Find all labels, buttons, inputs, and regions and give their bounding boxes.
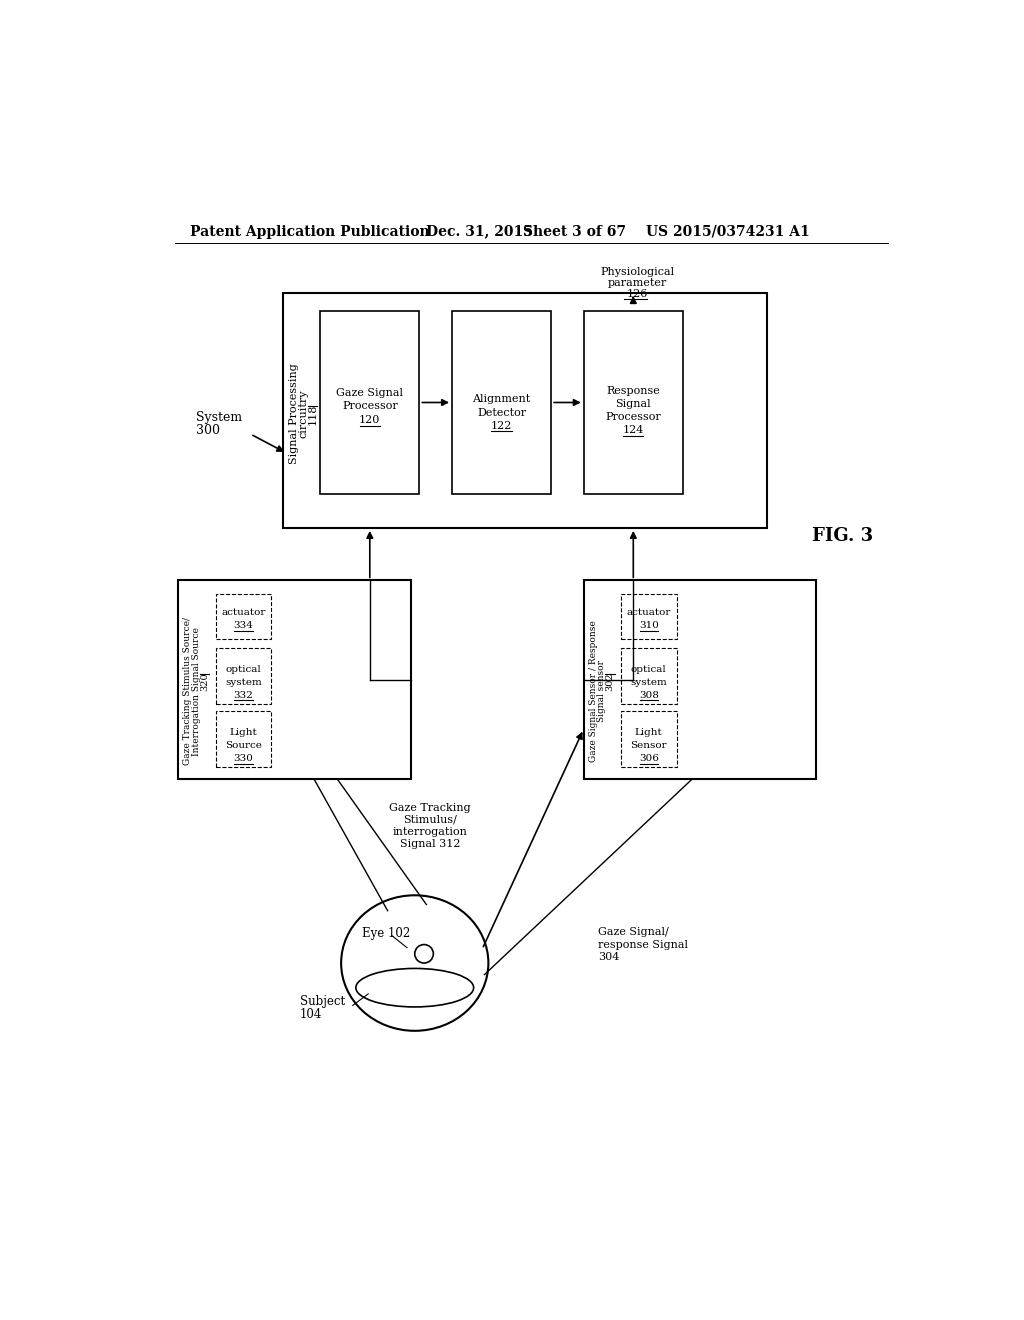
- Text: response Signal: response Signal: [598, 940, 688, 949]
- Text: Light: Light: [635, 729, 663, 738]
- Bar: [584, 581, 816, 779]
- Bar: [283, 293, 767, 528]
- Text: 122: 122: [490, 421, 512, 430]
- Text: Detector: Detector: [477, 408, 526, 417]
- Text: system: system: [631, 678, 668, 688]
- Text: Response: Response: [606, 385, 660, 396]
- Text: 334: 334: [233, 622, 253, 630]
- Bar: [621, 648, 677, 704]
- Text: circuitry: circuitry: [298, 389, 308, 438]
- Text: Gaze Signal Sensor / Response: Gaze Signal Sensor / Response: [589, 620, 597, 762]
- Text: optical: optical: [631, 665, 667, 675]
- Text: 308: 308: [639, 690, 658, 700]
- Text: 120: 120: [359, 416, 381, 425]
- Text: 332: 332: [233, 690, 253, 700]
- Text: Light: Light: [229, 729, 257, 738]
- Text: Signal 312: Signal 312: [400, 840, 461, 850]
- Text: Sheet 3 of 67: Sheet 3 of 67: [523, 224, 627, 239]
- Text: Interrogation Signal Source: Interrogation Signal Source: [191, 627, 201, 755]
- Text: US 2015/0374231 A1: US 2015/0374231 A1: [646, 224, 809, 239]
- Text: 126: 126: [627, 289, 648, 298]
- Text: FIG. 3: FIG. 3: [812, 527, 872, 545]
- Ellipse shape: [341, 895, 488, 1031]
- Text: Physiological: Physiological: [600, 268, 674, 277]
- Text: Signal Processing: Signal Processing: [289, 364, 299, 465]
- Ellipse shape: [356, 969, 474, 1007]
- Text: optical: optical: [225, 665, 261, 675]
- Bar: [584, 312, 683, 494]
- Text: 306: 306: [639, 754, 658, 763]
- Text: Eye 102: Eye 102: [362, 927, 411, 940]
- Bar: [621, 711, 677, 767]
- Text: Processor: Processor: [342, 401, 397, 412]
- Text: Subject: Subject: [300, 995, 345, 1008]
- Text: system: system: [225, 678, 262, 688]
- Text: Alignment: Alignment: [472, 393, 530, 404]
- Text: Dec. 31, 2015: Dec. 31, 2015: [426, 224, 534, 239]
- Text: 320: 320: [201, 672, 209, 690]
- Text: 300: 300: [197, 424, 220, 437]
- Text: 330: 330: [233, 754, 253, 763]
- Text: Signal sensor: Signal sensor: [597, 660, 606, 722]
- Bar: [216, 594, 271, 639]
- Text: 310: 310: [639, 622, 658, 630]
- Bar: [216, 711, 271, 767]
- Text: Source: Source: [225, 742, 262, 750]
- Ellipse shape: [415, 945, 433, 964]
- Text: interrogation: interrogation: [393, 828, 468, 837]
- Bar: [178, 581, 411, 779]
- Text: Gaze Tracking Stimulus Source/: Gaze Tracking Stimulus Source/: [183, 618, 193, 766]
- Bar: [621, 594, 677, 639]
- Text: Gaze Signal/: Gaze Signal/: [598, 927, 669, 937]
- Text: Signal: Signal: [615, 399, 651, 409]
- Text: 118: 118: [307, 404, 317, 425]
- Text: Patent Application Publication: Patent Application Publication: [190, 224, 430, 239]
- Text: Gaze Tracking: Gaze Tracking: [389, 803, 471, 813]
- Text: Stimulus/: Stimulus/: [403, 814, 457, 825]
- Text: actuator: actuator: [627, 609, 671, 618]
- Text: 302: 302: [605, 672, 614, 690]
- Text: parameter: parameter: [607, 279, 667, 288]
- Bar: [216, 648, 271, 704]
- Text: 124: 124: [623, 425, 644, 436]
- Text: 104: 104: [300, 1008, 323, 1022]
- Text: 304: 304: [598, 952, 620, 962]
- Bar: [321, 312, 420, 494]
- Text: actuator: actuator: [221, 609, 265, 618]
- Text: System: System: [197, 412, 243, 425]
- Text: Sensor: Sensor: [631, 742, 667, 750]
- Bar: [452, 312, 551, 494]
- Text: Gaze Signal: Gaze Signal: [336, 388, 403, 399]
- Text: Processor: Processor: [605, 412, 662, 422]
